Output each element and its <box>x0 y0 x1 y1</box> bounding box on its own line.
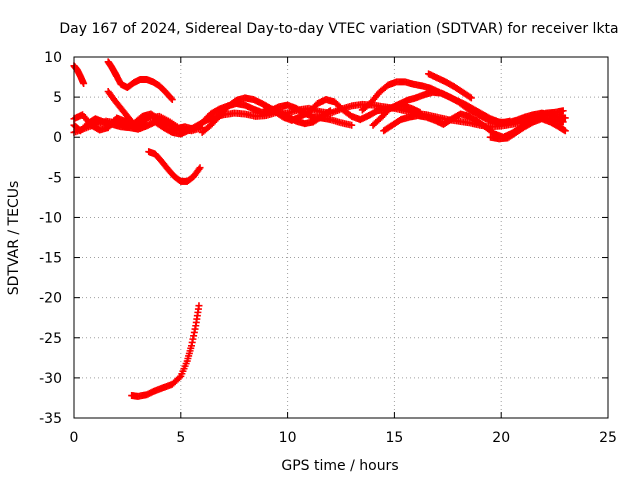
y-tick-label: -25 <box>39 331 62 347</box>
x-tick-label: 25 <box>599 430 617 446</box>
series-trace-n <box>145 148 204 185</box>
y-tick-label: 0 <box>53 130 62 146</box>
data-point <box>196 164 204 172</box>
series-trace-h <box>380 107 567 141</box>
data-point <box>506 117 514 125</box>
y-axis-label: SDTVAR / TECUs <box>6 181 22 296</box>
data-point <box>466 93 474 101</box>
plot-frame <box>73 56 609 419</box>
data-point <box>175 374 183 382</box>
y-tick-label: -20 <box>39 291 62 307</box>
y-tick-label: -5 <box>48 170 62 186</box>
y-tick-label: 10 <box>44 50 62 66</box>
y-tick-label: -30 <box>39 371 62 387</box>
series-trace-k <box>70 62 88 87</box>
y-tick-label: -15 <box>39 251 62 267</box>
series-trace-l <box>104 87 144 132</box>
series-trace-i <box>487 115 569 143</box>
data-series <box>70 58 569 400</box>
x-tick-label: 5 <box>176 430 185 446</box>
data-point <box>559 107 567 115</box>
data-point <box>326 107 334 115</box>
y-tick-label: -35 <box>39 411 62 427</box>
x-tick-label: 15 <box>385 430 403 446</box>
x-tick-label: 10 <box>279 430 297 446</box>
series-trace-f <box>369 88 514 129</box>
data-point <box>195 165 203 173</box>
series-trace-j <box>70 112 206 136</box>
data-point <box>325 108 333 116</box>
chart-title: Day 167 of 2024, Sidereal Day-to-day VTE… <box>59 21 618 37</box>
x-axis-label: GPS time / hours <box>281 458 398 474</box>
data-point <box>561 127 569 135</box>
grid-lines <box>74 57 608 418</box>
x-tick-label: 20 <box>492 430 510 446</box>
y-axis: -35 -30 -25 -20 -15 -10 -5 0 5 10 <box>39 50 608 427</box>
y-tick-label: 5 <box>53 90 62 106</box>
x-axis: 0 5 10 15 20 25 <box>70 57 617 446</box>
data-point <box>136 124 144 132</box>
series-trace-g <box>425 70 475 102</box>
data-point <box>168 96 176 104</box>
data-point <box>167 94 175 102</box>
data-point <box>195 302 203 310</box>
y-tick-label: -10 <box>39 210 62 226</box>
data-point <box>348 121 356 129</box>
data-point <box>80 79 88 87</box>
series-trace-m <box>104 58 176 104</box>
data-point <box>198 124 206 132</box>
x-tick-label: 0 <box>70 430 79 446</box>
data-point <box>467 94 475 102</box>
data-point <box>561 114 569 122</box>
series-trace-o <box>128 302 203 400</box>
